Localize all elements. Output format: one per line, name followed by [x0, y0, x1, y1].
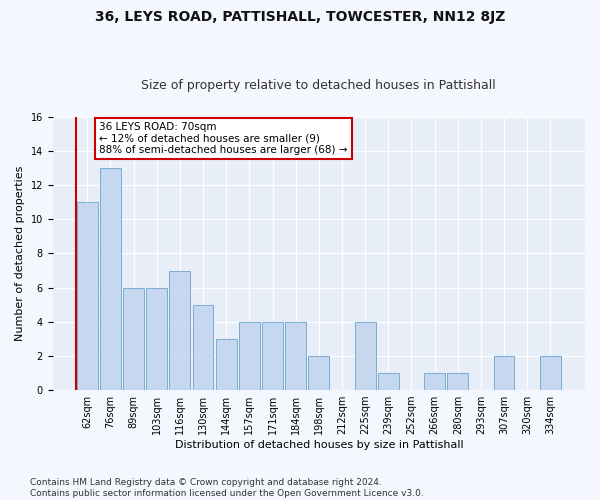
Bar: [285, 322, 306, 390]
Text: 36 LEYS ROAD: 70sqm
← 12% of detached houses are smaller (9)
88% of semi-detache: 36 LEYS ROAD: 70sqm ← 12% of detached ho…: [99, 122, 347, 155]
Bar: [262, 322, 283, 390]
Bar: [308, 356, 329, 390]
Bar: [123, 288, 144, 390]
Bar: [448, 373, 468, 390]
Bar: [193, 304, 214, 390]
Bar: [77, 202, 98, 390]
Bar: [169, 270, 190, 390]
Bar: [355, 322, 376, 390]
Text: 36, LEYS ROAD, PATTISHALL, TOWCESTER, NN12 8JZ: 36, LEYS ROAD, PATTISHALL, TOWCESTER, NN…: [95, 10, 505, 24]
Bar: [540, 356, 561, 390]
Bar: [216, 339, 236, 390]
Bar: [239, 322, 260, 390]
Bar: [100, 168, 121, 390]
X-axis label: Distribution of detached houses by size in Pattishall: Distribution of detached houses by size …: [175, 440, 463, 450]
Text: Contains HM Land Registry data © Crown copyright and database right 2024.
Contai: Contains HM Land Registry data © Crown c…: [30, 478, 424, 498]
Title: Size of property relative to detached houses in Pattishall: Size of property relative to detached ho…: [142, 79, 496, 92]
Bar: [146, 288, 167, 390]
Y-axis label: Number of detached properties: Number of detached properties: [15, 166, 25, 341]
Bar: [424, 373, 445, 390]
Bar: [378, 373, 399, 390]
Bar: [494, 356, 514, 390]
